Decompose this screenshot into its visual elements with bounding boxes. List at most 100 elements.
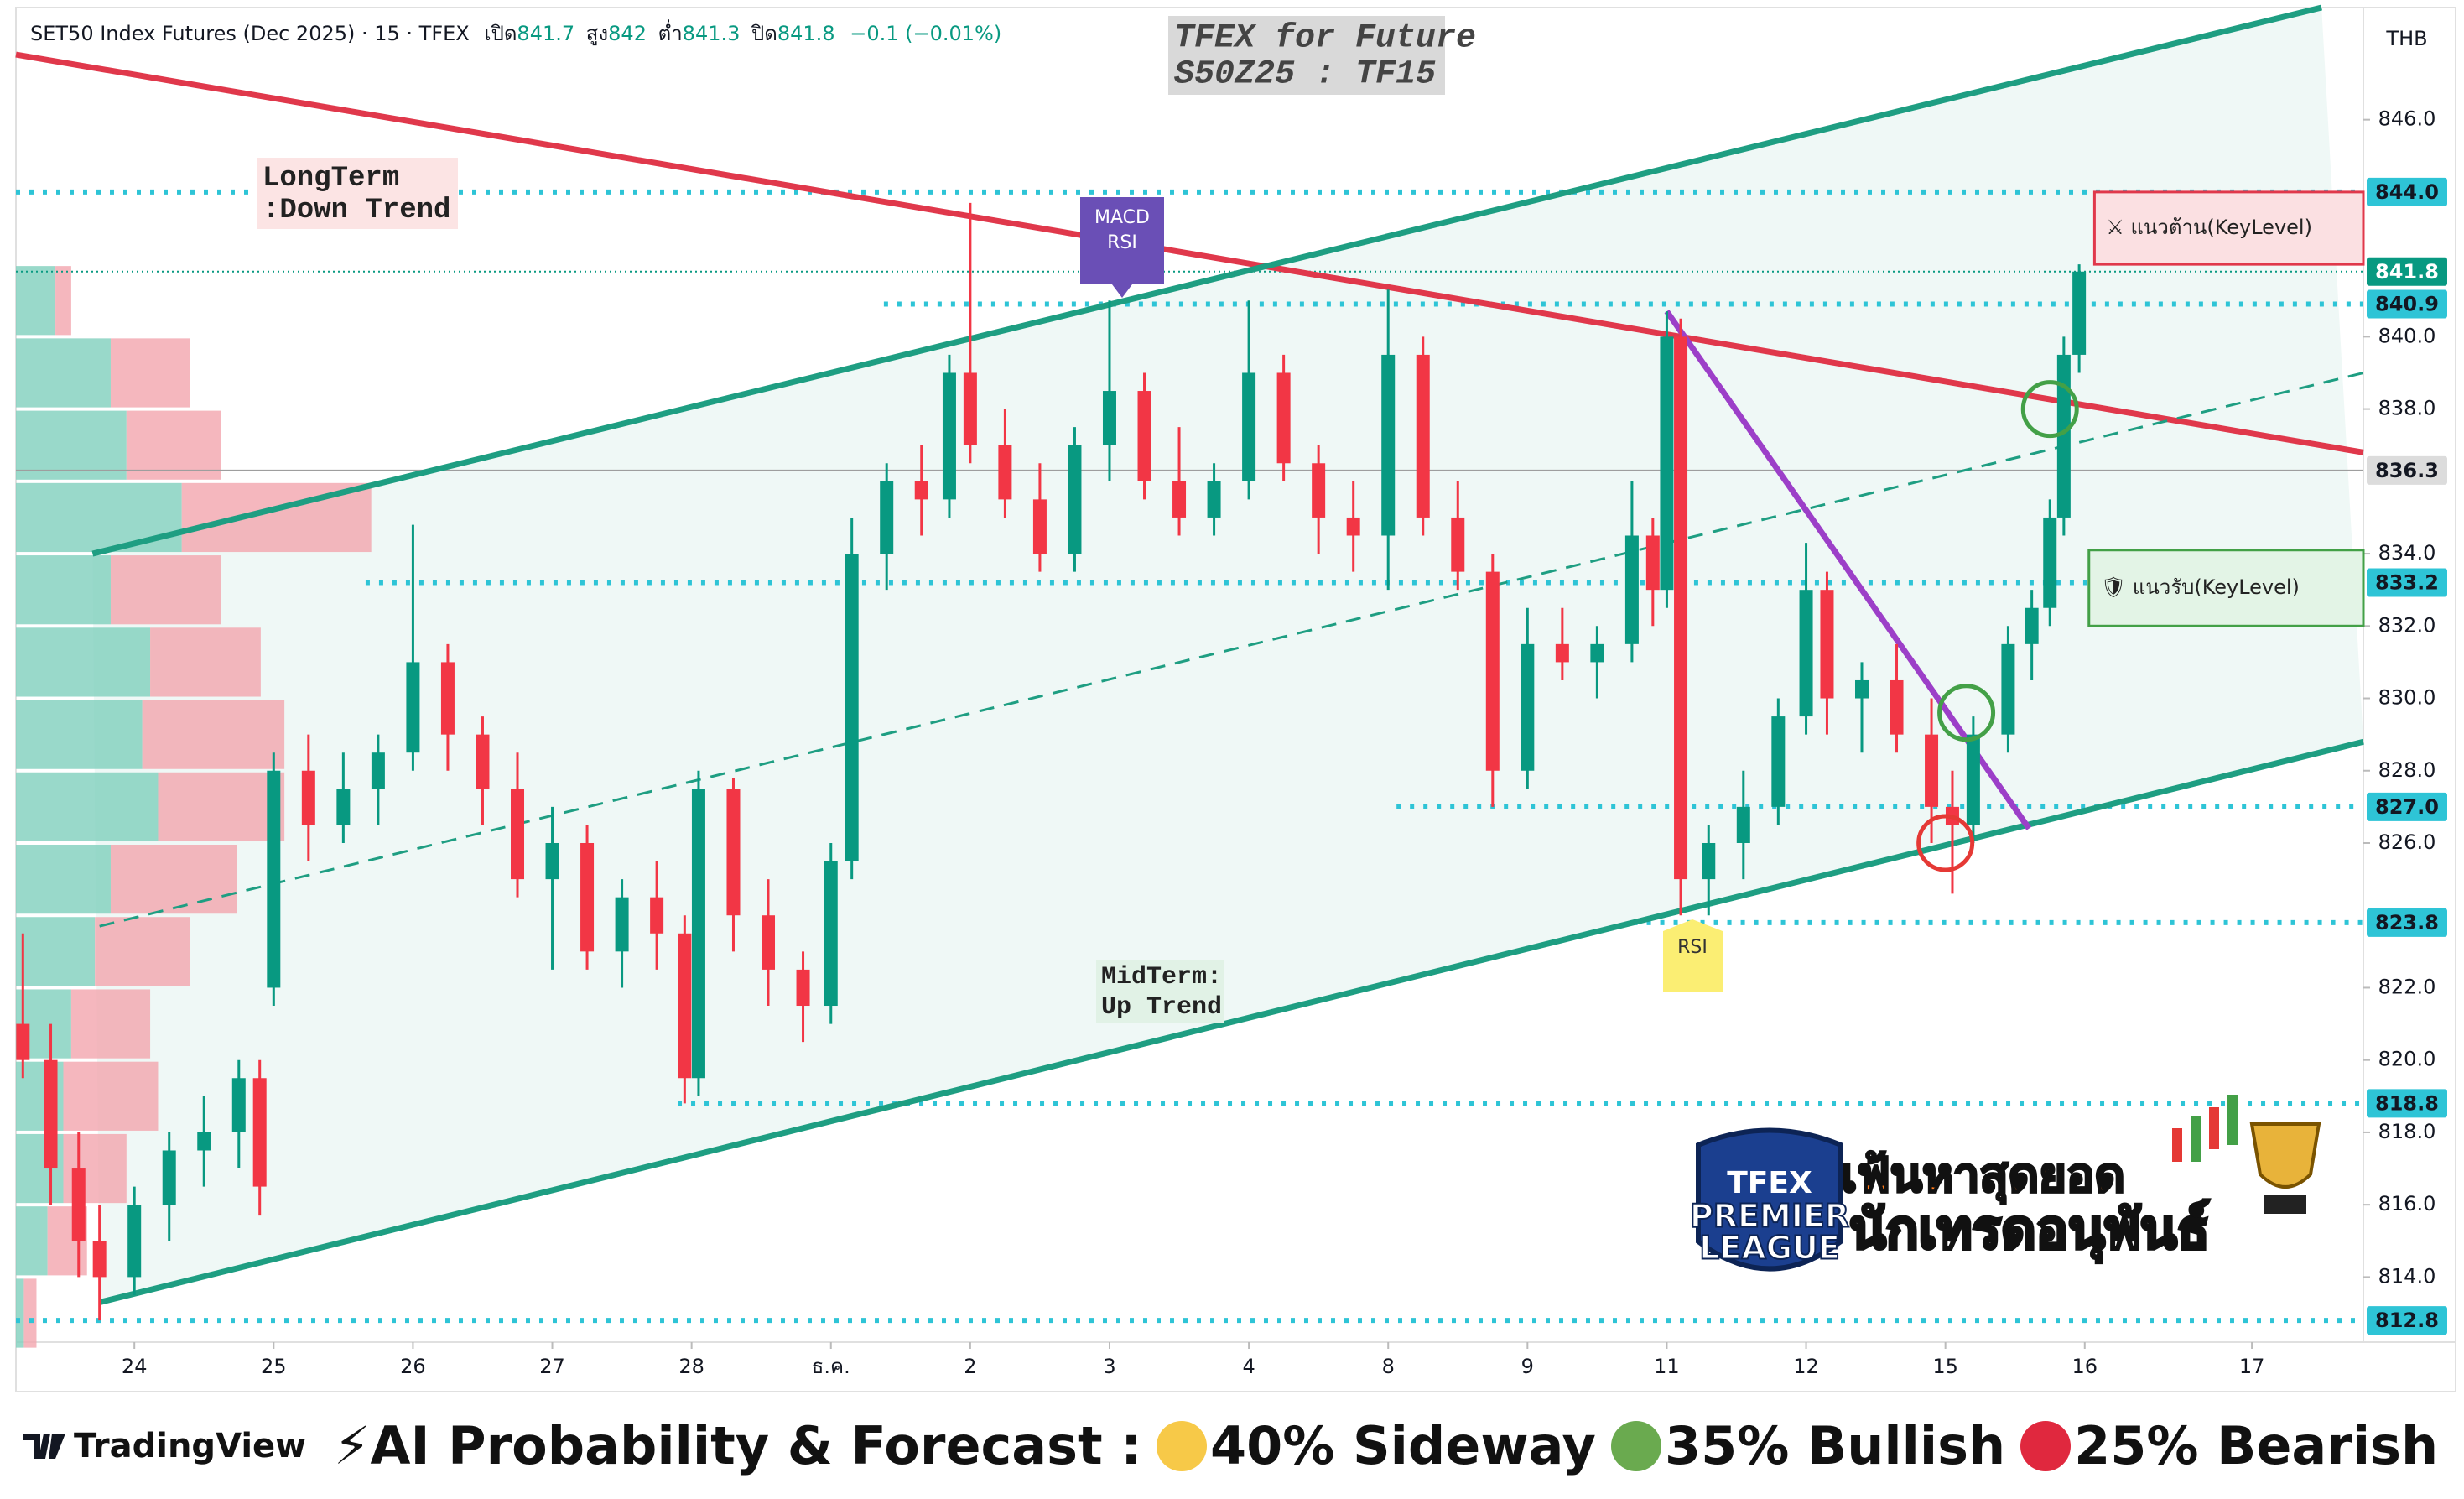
- logo-text: TFEX: [1727, 1166, 1812, 1200]
- candle-body: [1890, 679, 1904, 735]
- annotation-layer: SET50 Index Futures (Dec 2025) · 15 · TF…: [30, 16, 2428, 1272]
- candle-body: [1381, 354, 1396, 536]
- logo-thai: นักเทรดอนุพันธ์: [1849, 1200, 2210, 1263]
- volume-buy: [16, 410, 127, 480]
- trend-line: [15, 51, 2364, 455]
- ohlc-label: ปิด: [751, 22, 777, 45]
- forecast-item: 40% Sideway: [1210, 1415, 1596, 1476]
- y-tick-label: 816.0: [2378, 1192, 2436, 1215]
- level-label: 836.3: [2375, 459, 2439, 482]
- volume-buy: [16, 917, 96, 986]
- y-tick-label: 834.0: [2378, 541, 2436, 565]
- info-box-line: TFEX for Future: [1174, 20, 1476, 58]
- y-tick-label: 820.0: [2378, 1048, 2436, 1071]
- rsi-text: RSI: [1677, 937, 1708, 958]
- volume-sell: [142, 700, 285, 769]
- candle-body: [545, 842, 559, 880]
- key-level-label: 🛡 แนวรับ(KeyLevel): [2101, 575, 2300, 599]
- candle-body: [1485, 571, 1500, 771]
- level-label: 812.8: [2375, 1309, 2439, 1332]
- volume-sell: [23, 1278, 37, 1348]
- candle-body: [2043, 517, 2057, 608]
- volume-buy: [16, 1206, 48, 1276]
- candle-body: [1032, 499, 1047, 554]
- level-label: 840.9: [2375, 293, 2439, 316]
- candle-body: [963, 372, 977, 445]
- volume-sell: [110, 555, 221, 625]
- brand-icon: [23, 1433, 65, 1459]
- candle-body: [1346, 517, 1360, 536]
- candle-body: [1242, 372, 1256, 481]
- x-tick-label: 15: [1932, 1355, 1958, 1378]
- x-tick-label: 17: [2239, 1355, 2265, 1378]
- x-tick-label: 3: [1103, 1355, 1115, 1378]
- ohlc-value: 842: [608, 22, 647, 45]
- candle-body: [511, 789, 525, 880]
- x-tick-label: 16: [2072, 1355, 2098, 1378]
- info-box-line: S50Z25 : TF15: [1174, 56, 1436, 94]
- candle-body: [92, 1241, 107, 1278]
- y-tick-label: 840.0: [2378, 324, 2436, 347]
- candle-body: [942, 372, 956, 500]
- main-layer: 846.0 840.0 838.0 834.0 832.0 830.0 828.0 826.0…: [15, 4, 2447, 1378]
- candle-body: [197, 1132, 211, 1151]
- logo-thai: เฟ้นหาสุดยอด: [1841, 1148, 2125, 1205]
- ohlc-value: 841.3: [683, 22, 741, 45]
- ohlc-value: 841.8: [777, 22, 835, 45]
- rsi-label: [1663, 919, 1723, 992]
- chart-header: SET50 Index Futures (Dec 2025) · 15 · TF…: [30, 19, 1001, 46]
- midterm-text: Up Trend: [1101, 993, 1222, 1022]
- candle-body: [1736, 806, 1750, 843]
- level-label: 841.8: [2375, 260, 2439, 284]
- level-label-box: [2367, 1306, 2447, 1335]
- candle-body: [476, 734, 490, 789]
- candle-body: [1276, 372, 1291, 464]
- candle-body: [301, 770, 315, 825]
- candle-body: [796, 969, 810, 1007]
- forecast-dot: [1610, 1420, 1661, 1471]
- x-tick-label: 25: [261, 1355, 287, 1378]
- forecast-dot: [2020, 1420, 2072, 1471]
- candle-body: [1590, 643, 1604, 663]
- level-label-box: [2367, 792, 2447, 821]
- y-tick-label: 830.0: [2378, 686, 2436, 710]
- trend-line: [98, 738, 2364, 1305]
- y-tick-label: 822.0: [2378, 975, 2436, 998]
- candle-body: [845, 554, 859, 861]
- volume-buy: [16, 266, 56, 336]
- candle-body: [615, 897, 629, 952]
- logo-decor: [2191, 1116, 2201, 1162]
- logo-trophy-base: [2264, 1195, 2306, 1214]
- level-label: 844.0: [2375, 180, 2439, 204]
- rsi-text: RSI: [1107, 232, 1137, 253]
- ohlc-label: เปิด: [484, 22, 517, 45]
- candle-body: [1674, 336, 1688, 880]
- candle-body: [440, 662, 455, 735]
- volume-sell: [126, 410, 221, 480]
- key-level-label: ⚔ แนวต้าน(KeyLevel): [2106, 216, 2312, 239]
- league-logo: TFEX PREMIER LEAGUE เฟ้นหาสุดยอด นักเทรด…: [1689, 1095, 2321, 1272]
- x-tick-label: 24: [122, 1355, 148, 1378]
- footer: TradingView ⚡AI Probability & Forecast :…: [0, 1392, 2464, 1499]
- candle-body: [1702, 842, 1716, 880]
- candle-body: [998, 445, 1012, 500]
- longterm-text: :Down Trend: [263, 195, 450, 226]
- logo-decor: [2172, 1128, 2182, 1162]
- logo-decor: [2227, 1095, 2238, 1145]
- candle-body: [1312, 463, 1326, 518]
- chart-title: SET50 Index Futures (Dec 2025) · 15 · TF…: [30, 22, 470, 45]
- candle-body: [580, 842, 595, 952]
- forecast-headline: ⚡AI Probability & Forecast :: [334, 1415, 1141, 1476]
- x-tick-label: 26: [400, 1355, 426, 1378]
- logo-text: PREMIER: [1690, 1198, 1849, 1235]
- candle-body: [762, 915, 776, 970]
- volume-buy: [16, 338, 111, 408]
- longterm-text: LongTerm: [263, 163, 399, 195]
- info-box: [1168, 16, 1445, 95]
- volume-sell: [110, 338, 190, 408]
- level-label: 827.0: [2375, 795, 2439, 819]
- brand: TradingView: [23, 1427, 334, 1465]
- y-tick-label: 846.0: [2378, 107, 2436, 131]
- candle-body: [1645, 535, 1660, 591]
